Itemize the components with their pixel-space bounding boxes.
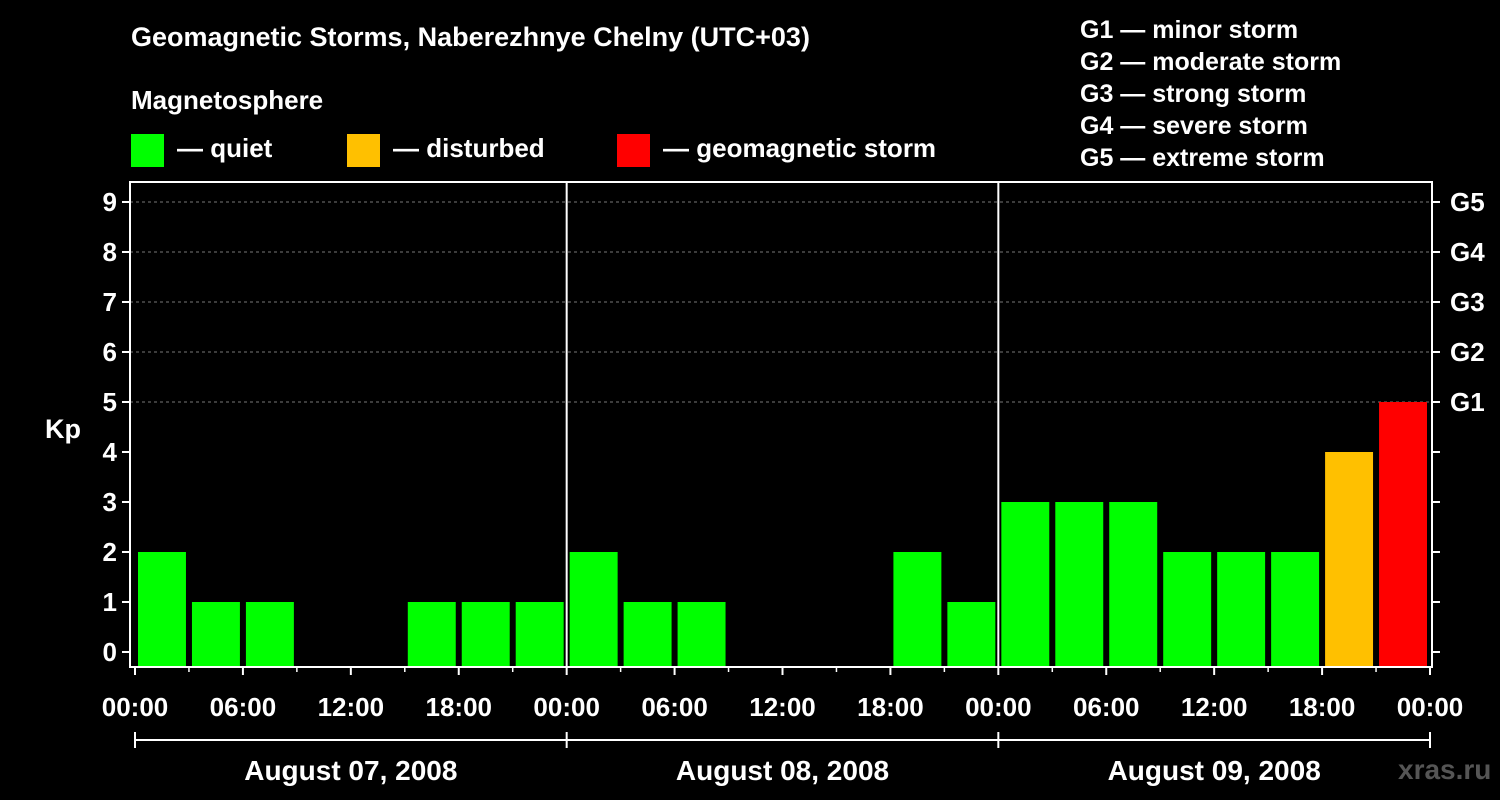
y-tick-label-4: 4 bbox=[103, 437, 118, 467]
bar-16 bbox=[1001, 502, 1050, 667]
legend-label-disturbed: — disturbed bbox=[393, 133, 545, 163]
x-tick-label-3: 18:00 bbox=[426, 692, 493, 722]
bar-15 bbox=[947, 602, 996, 667]
legend-swatch-quiet bbox=[131, 134, 164, 167]
bar-6 bbox=[461, 602, 510, 667]
legend-item-storm: — geomagnetic storm bbox=[617, 133, 957, 167]
legend-label-quiet: — quiet bbox=[177, 133, 273, 163]
x-tick-label-1: 06:00 bbox=[210, 692, 277, 722]
bar-18 bbox=[1109, 502, 1158, 667]
x-tick-label-0: 00:00 bbox=[102, 692, 169, 722]
g-scale-legend: G1 — minor storm G2 — moderate storm G3 … bbox=[1080, 14, 1341, 174]
g-scale-g3: G3 — strong storm bbox=[1080, 80, 1307, 108]
bar-10 bbox=[677, 602, 726, 667]
bar-5 bbox=[407, 602, 456, 667]
x-tick-label-5: 06:00 bbox=[641, 692, 708, 722]
y-tick-label-5: 5 bbox=[103, 387, 117, 417]
y-tick-label-1: 1 bbox=[103, 587, 117, 617]
y-tick-label-9: 9 bbox=[103, 187, 117, 217]
bar-8 bbox=[569, 552, 618, 667]
y-axis-label: Kp bbox=[45, 414, 81, 444]
g-scale-g5: G5 — extreme storm bbox=[1080, 144, 1325, 172]
watermark: xras.ru bbox=[1398, 754, 1492, 785]
legend-item-disturbed: — disturbed bbox=[347, 133, 577, 167]
bar-1 bbox=[191, 602, 240, 667]
x-tick-label-12: 00:00 bbox=[1397, 692, 1464, 722]
y-tick-label-2: 2 bbox=[103, 537, 117, 567]
bar-2 bbox=[245, 602, 294, 667]
g-scale-g2: G2 — moderate storm bbox=[1080, 48, 1342, 76]
bar-14 bbox=[893, 552, 942, 667]
y-tick-label-6: 6 bbox=[103, 337, 117, 367]
x-tick-label-10: 12:00 bbox=[1181, 692, 1248, 722]
right-tick-label-G4: G4 bbox=[1450, 237, 1485, 267]
bar-7 bbox=[515, 602, 564, 667]
right-tick-label-G2: G2 bbox=[1450, 337, 1485, 367]
legend-swatch-storm bbox=[617, 134, 650, 167]
x-tick-label-11: 18:00 bbox=[1289, 692, 1356, 722]
legend-label-storm: — geomagnetic storm bbox=[663, 133, 937, 163]
x-tick-label-4: 00:00 bbox=[533, 692, 600, 722]
x-tick-label-6: 12:00 bbox=[749, 692, 816, 722]
x-tick-label-8: 00:00 bbox=[965, 692, 1032, 722]
chart-title: Geomagnetic Storms, Naberezhnye Chelny (… bbox=[131, 22, 810, 52]
y-tick-label-7: 7 bbox=[103, 287, 117, 317]
bar-19 bbox=[1163, 552, 1212, 667]
bar-22 bbox=[1325, 452, 1374, 667]
day-label-2: August 09, 2008 bbox=[1108, 755, 1321, 786]
bar-0 bbox=[138, 552, 186, 667]
bar-21 bbox=[1271, 552, 1320, 667]
y-tick-label-3: 3 bbox=[103, 487, 117, 517]
x-tick-label-2: 12:00 bbox=[318, 692, 385, 722]
day-label-0: August 07, 2008 bbox=[244, 755, 457, 786]
g-scale-g4: G4 — severe storm bbox=[1080, 112, 1308, 140]
magnetosphere-label: Magnetosphere bbox=[131, 85, 324, 115]
legend-swatch-disturbed bbox=[347, 134, 380, 167]
right-tick-label-G1: G1 bbox=[1450, 387, 1485, 417]
bar-23 bbox=[1379, 402, 1427, 667]
plot-frame bbox=[129, 181, 1433, 668]
legend-item-quiet: — quiet bbox=[131, 133, 331, 167]
bar-9 bbox=[623, 602, 672, 667]
day-label-1: August 08, 2008 bbox=[676, 755, 889, 786]
bar-20 bbox=[1217, 552, 1266, 667]
bar-17 bbox=[1055, 502, 1104, 667]
g-scale-g1: G1 — minor storm bbox=[1080, 16, 1299, 44]
y-tick-label-0: 0 bbox=[103, 637, 117, 667]
right-tick-label-G3: G3 bbox=[1450, 287, 1485, 317]
x-tick-label-9: 06:00 bbox=[1073, 692, 1140, 722]
right-tick-label-G5: G5 bbox=[1450, 187, 1485, 217]
y-tick-label-8: 8 bbox=[103, 237, 117, 267]
x-tick-label-7: 18:00 bbox=[857, 692, 924, 722]
